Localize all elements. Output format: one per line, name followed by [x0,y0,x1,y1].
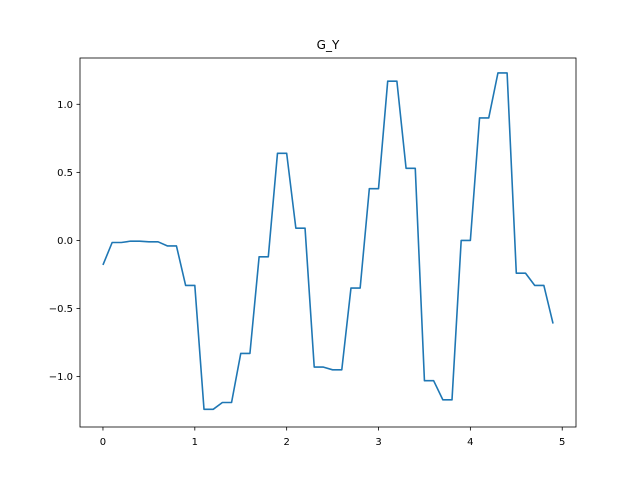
x-tick-label: 5 [559,437,565,448]
y-tick-label: −1.0 [49,372,73,383]
y-tick-label: −0.5 [49,304,73,315]
x-tick-label: 1 [192,437,198,448]
y-tick-label: 0.0 [57,236,73,247]
x-tick-label: 0 [100,437,106,448]
y-axis: −1.0 −0.5 0.0 0.5 1.0 [49,100,80,383]
x-tick-label: 2 [283,437,289,448]
x-axis: 0 1 2 3 4 5 [100,427,565,448]
x-tick-label: 3 [375,437,381,448]
x-tick-label: 4 [467,437,473,448]
series-line [102,72,554,411]
plot-frame [79,57,577,428]
y-tick-label: 0.5 [57,168,73,179]
chart-title: G_Y [317,38,340,52]
y-tick-label: 1.0 [57,100,73,111]
